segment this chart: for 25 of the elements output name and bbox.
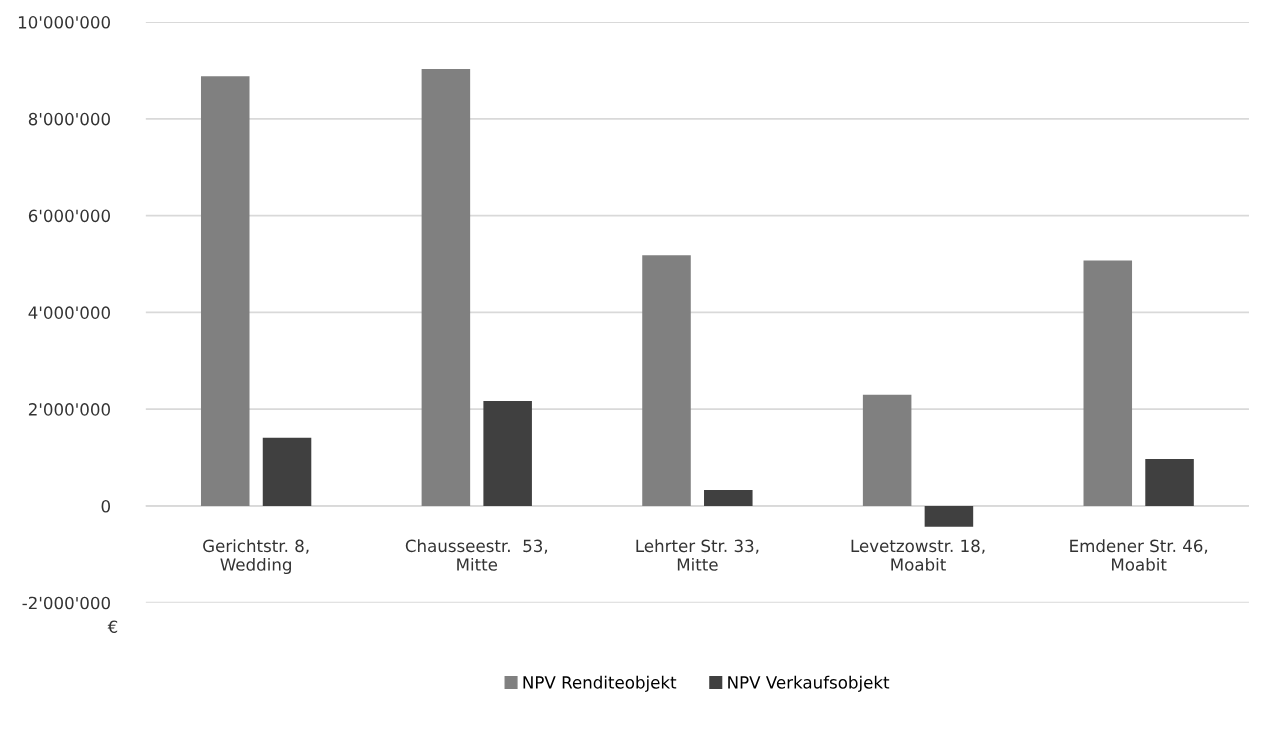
bar xyxy=(421,68,471,506)
bar xyxy=(1145,458,1194,506)
y-tick-label: 10'000'000 xyxy=(18,16,110,29)
bar xyxy=(483,400,532,506)
x-tick-label: Emdener Str. 46, Moabit xyxy=(1070,539,1208,571)
bar xyxy=(200,76,250,506)
legend-label: NPV Verkaufsobjekt xyxy=(728,675,890,692)
x-tick-label: Levetzowstr. 18, Moabit xyxy=(851,539,985,571)
y-tick-label: 4'000'000 xyxy=(28,306,110,319)
y-tick-label: 2'000'000 xyxy=(28,403,110,416)
y-tick-label: 0 xyxy=(101,499,110,513)
legend-label: NPV Renditeobjekt xyxy=(523,675,677,692)
bar xyxy=(642,255,691,506)
y-tick-label: -2'000'000 xyxy=(22,596,110,610)
y-axis-title: € xyxy=(107,620,118,634)
bar xyxy=(924,505,974,527)
bar xyxy=(1083,260,1133,506)
y-tick-label: 8'000'000 xyxy=(28,112,110,126)
bar xyxy=(262,437,312,506)
x-tick-label: Lehrter Str. 33, Mitte xyxy=(636,539,759,571)
bar xyxy=(862,394,912,506)
y-tick-label: 6'000'000 xyxy=(28,209,110,223)
bar xyxy=(704,489,753,506)
x-tick-label: Gerichtstr. 8, Wedding xyxy=(203,539,309,575)
x-tick-label: Chausseestr. 53, Mitte xyxy=(405,539,548,571)
